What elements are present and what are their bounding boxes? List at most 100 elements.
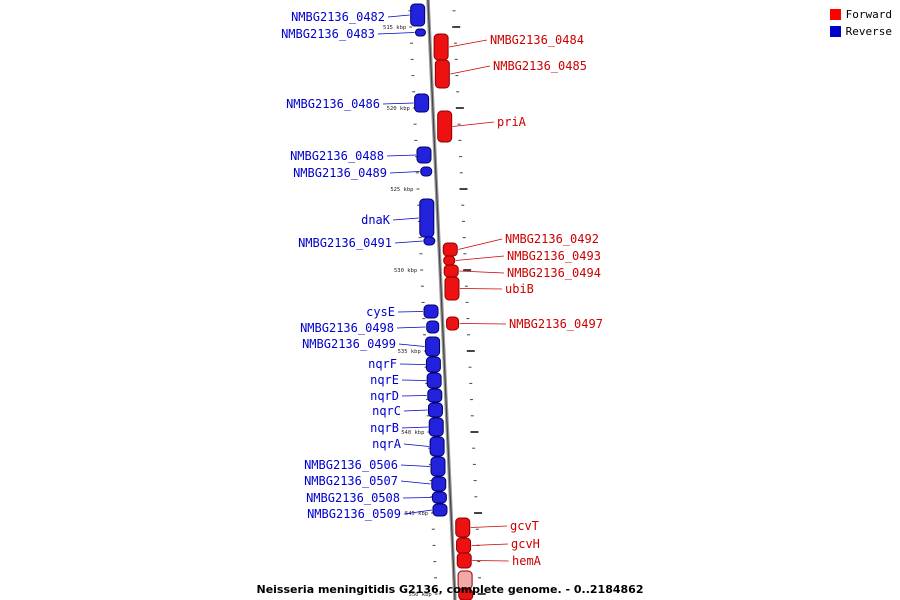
- gene-leader-line-pria: [452, 121, 495, 127]
- gene-label-nqra: nqrA: [372, 437, 402, 451]
- scale-tick-label: 530 kbp: [394, 268, 417, 274]
- forward-strand-swatch: [829, 9, 841, 20]
- gene-label-nmbg2136-0486: NMBG2136_0486: [286, 97, 380, 111]
- gene-leader-line-gcvh: [471, 543, 509, 546]
- gene-label-nmbg2136-0497: NMBG2136_0497: [509, 317, 603, 331]
- gene-label-ubib: ubiB: [505, 282, 534, 296]
- gene-glyph-nqre[interactable]: [426, 372, 442, 389]
- gene-glyph-pria[interactable]: [437, 110, 453, 143]
- gene-label-dnak: dnaK: [361, 213, 391, 227]
- gene-glyph-ubib[interactable]: [444, 276, 460, 301]
- gene-label-nqre: nqrE: [370, 373, 399, 387]
- gene-label-gcvt: gcvT: [510, 519, 539, 533]
- gene-glyph-nmbg2136-0485[interactable]: [434, 59, 450, 89]
- legend: Forward Reverse: [829, 8, 892, 42]
- gene-leader-line-nqre: [401, 379, 427, 381]
- gene-glyph-nmbg2136-0506[interactable]: [430, 456, 446, 477]
- gene-leader-line-hema: [472, 560, 510, 562]
- gene-label-hema: hemA: [512, 554, 542, 568]
- gene-glyph-nmbg2136-0507[interactable]: [431, 476, 447, 492]
- gene-glyph-hema[interactable]: [456, 552, 472, 569]
- legend-reverse-label: Reverse: [845, 25, 892, 38]
- gene-glyph-nmbg2136-0509[interactable]: [432, 503, 448, 517]
- gene-glyph-nqrc[interactable]: [427, 402, 443, 418]
- gene-leader-line-nmbg2136-0485: [450, 65, 491, 75]
- gene-glyph-dnak[interactable]: [419, 198, 435, 238]
- legend-forward-label: Forward: [845, 8, 892, 21]
- gene-glyph-nmbg2136-0483[interactable]: [414, 28, 426, 37]
- gene-label-nqrf: nqrF: [368, 357, 397, 371]
- gene-leader-line-nmbg2136-0499: [398, 343, 425, 347]
- gene-glyph-gcvt[interactable]: [455, 517, 471, 538]
- gene-leader-line-nqrc: [403, 409, 428, 412]
- gene-leader-line-dnak: [392, 217, 419, 221]
- gene-label-nmbg2136-0485: NMBG2136_0485: [493, 59, 587, 73]
- gene-label-nmbg2136-0499: NMBG2136_0499: [302, 337, 396, 351]
- gene-leader-line-nqra: [403, 443, 430, 447]
- gene-glyph-nmbg2136-0499[interactable]: [425, 336, 441, 357]
- gene-leader-line-nmbg2136-0483: [377, 32, 415, 35]
- scale-tick-label: 515 kbp: [383, 25, 406, 31]
- gene-glyph-nmbg2136-0492[interactable]: [442, 242, 458, 257]
- gene-leader-line-nmbg2136-0482: [387, 14, 410, 18]
- legend-reverse: Reverse: [829, 25, 892, 38]
- gene-leader-line-nmbg2136-0492: [458, 238, 503, 250]
- gene-label-nqrc: nqrC: [372, 404, 401, 418]
- gene-label-nmbg2136-0498: NMBG2136_0498: [300, 321, 394, 335]
- gene-label-nmbg2136-0484: NMBG2136_0484: [490, 33, 584, 47]
- gene-leader-line-cyse: [397, 311, 424, 313]
- gene-label-gcvh: gcvH: [511, 537, 540, 551]
- gene-label-nmbg2136-0482: NMBG2136_0482: [291, 10, 385, 24]
- gene-glyph-nmbg2136-0486[interactable]: [414, 93, 430, 113]
- gene-leader-line-nmbg2136-0489: [389, 171, 420, 174]
- gene-glyph-nmbg2136-0498[interactable]: [426, 320, 440, 334]
- gene-leader-line-nqrf: [399, 363, 426, 365]
- gene-glyph-nmbg2136-0493[interactable]: [443, 255, 456, 266]
- gene-label-nmbg2136-0508: NMBG2136_0508: [306, 491, 400, 505]
- gene-glyph-nmbg2136-0489[interactable]: [420, 166, 433, 177]
- scale-tick-label: 540 kbp: [401, 430, 424, 436]
- gene-glyph-nmbg2136-0497[interactable]: [446, 316, 460, 331]
- gene-glyph-nmbg2136-0482[interactable]: [410, 3, 426, 27]
- gene-leader-line-nmbg2136-0498: [396, 326, 426, 329]
- gene-leader-line-nmbg2136-0508: [402, 497, 432, 499]
- gene-glyph-nqrd[interactable]: [427, 388, 443, 403]
- gene-label-nqrb: nqrB: [370, 421, 399, 435]
- gene-glyph-nmbg2136-0491[interactable]: [423, 236, 436, 246]
- gene-leader-line-ubib: [459, 288, 503, 290]
- genome-axis-core: [427, 0, 456, 600]
- gene-label-nqrd: nqrD: [370, 389, 399, 403]
- scale-tick-label: 525 kbp: [390, 187, 413, 193]
- gene-leader-line-nqrd: [401, 395, 427, 397]
- gene-glyph-nqra[interactable]: [429, 436, 445, 457]
- gene-label-nmbg2136-0492: NMBG2136_0492: [505, 232, 599, 246]
- gene-leader-line-nmbg2136-0486: [382, 102, 414, 105]
- gene-label-nmbg2136-0494: NMBG2136_0494: [507, 266, 601, 280]
- gene-glyph-unnamed[interactable]: [458, 588, 474, 600]
- gene-label-nmbg2136-0493: NMBG2136_0493: [507, 249, 601, 263]
- gene-leader-line-nqrb: [401, 426, 429, 429]
- scale-tick-label: 545 kbp: [405, 511, 428, 517]
- gene-label-cyse: cysE: [366, 305, 395, 319]
- gene-glyph-nqrb[interactable]: [428, 417, 444, 437]
- gene-leader-line-nmbg2136-0506: [400, 464, 431, 467]
- gene-glyph-nqrf[interactable]: [425, 356, 441, 373]
- gene-glyph-cyse[interactable]: [423, 304, 439, 319]
- gene-leader-line-nmbg2136-0494: [459, 270, 505, 274]
- gene-glyph-gcvh[interactable]: [456, 537, 472, 554]
- gene-glyph-nmbg2136-0508[interactable]: [431, 491, 447, 504]
- gene-label-pria: priA: [497, 115, 527, 129]
- gene-leader-line-nmbg2136-0507: [400, 480, 431, 485]
- gene-leader-line-nmbg2136-0497: [459, 323, 507, 325]
- gene-leader-line-nmbg2136-0491: [394, 240, 423, 244]
- gene-glyph-nmbg2136-0494[interactable]: [443, 264, 459, 278]
- gene-glyph-nmbg2136-0488[interactable]: [416, 146, 432, 164]
- gene-glyph-nmbg2136-0484[interactable]: [433, 33, 449, 61]
- gene-label-nmbg2136-0489: NMBG2136_0489: [293, 166, 387, 180]
- gene-leader-line-nmbg2136-0484: [449, 39, 488, 48]
- gene-leader-line-nmbg2136-0488: [386, 154, 416, 157]
- scale-tick-label: 535 kbp: [398, 349, 421, 355]
- gene-label-nmbg2136-0507: NMBG2136_0507: [304, 474, 398, 488]
- gene-label-nmbg2136-0509: NMBG2136_0509: [307, 507, 401, 521]
